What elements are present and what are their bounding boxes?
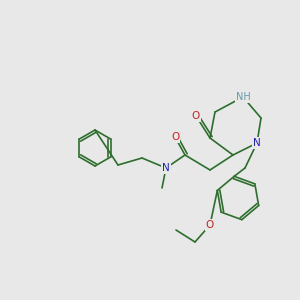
Text: N: N [162,163,170,173]
Text: NH: NH [236,92,250,102]
Text: N: N [253,138,261,148]
Text: O: O [206,220,214,230]
Text: O: O [192,111,200,121]
Text: O: O [171,132,179,142]
